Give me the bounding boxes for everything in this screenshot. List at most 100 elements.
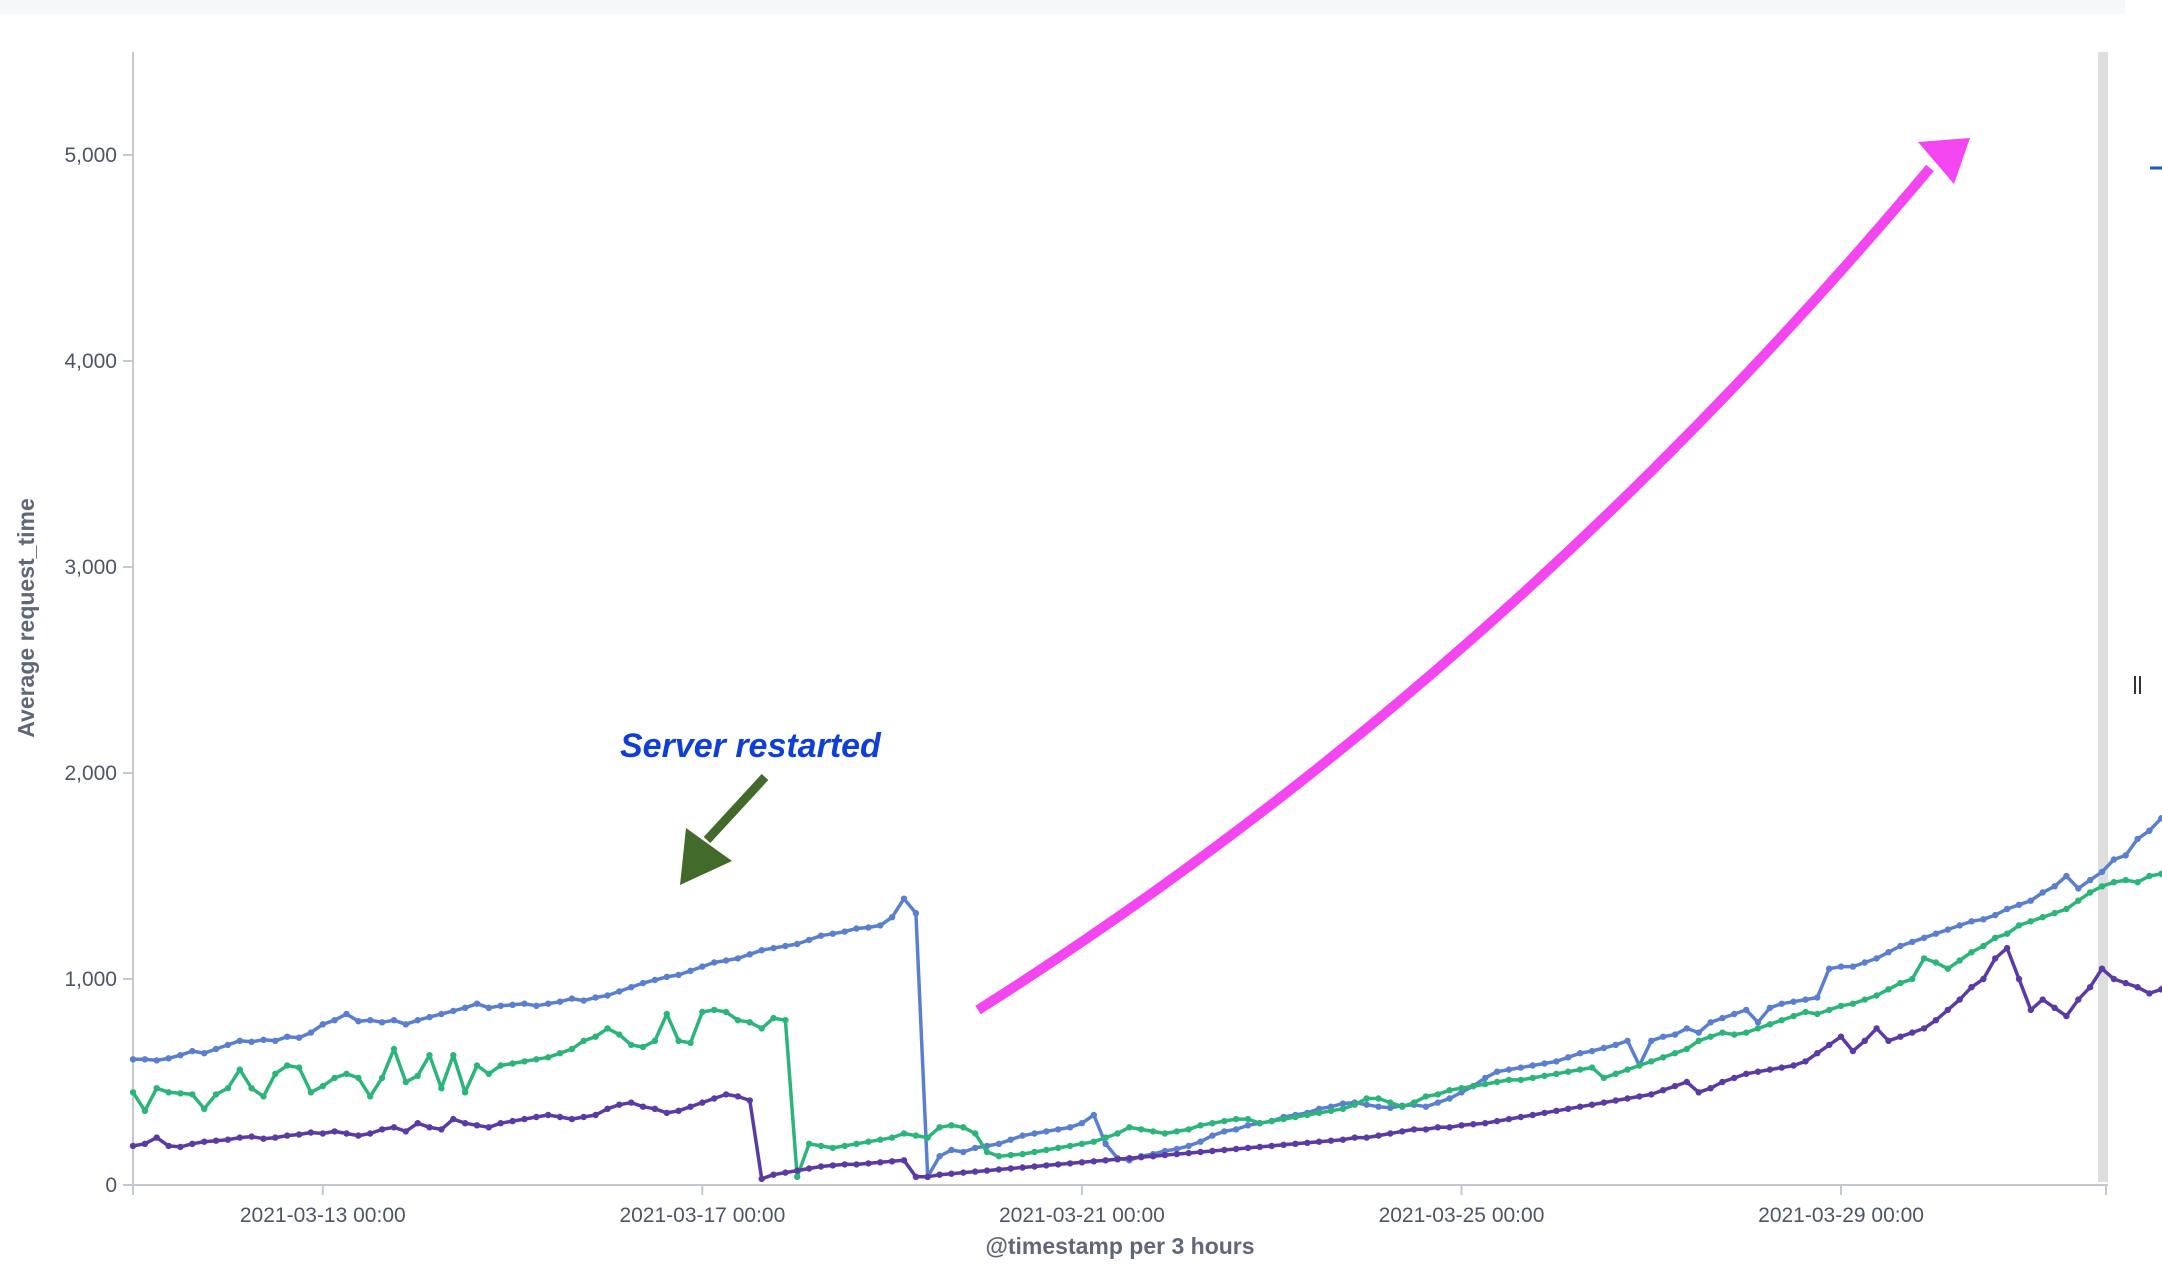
data-point[interactable] — [1766, 1004, 1774, 1011]
data-point[interactable] — [960, 1124, 967, 1131]
data-point[interactable] — [651, 976, 659, 984]
data-point[interactable] — [2122, 979, 2129, 987]
data-point[interactable] — [2063, 905, 2070, 913]
data-point[interactable] — [141, 1056, 149, 1063]
data-point[interactable] — [722, 957, 730, 964]
data-point[interactable] — [1826, 1006, 1833, 1014]
data-point[interactable] — [1588, 1064, 1596, 1071]
data-point[interactable] — [900, 1157, 908, 1164]
data-point[interactable] — [1422, 1093, 1430, 1100]
data-point[interactable] — [402, 1021, 409, 1028]
data-point[interactable] — [1482, 1120, 1489, 1127]
data-point[interactable] — [450, 1052, 457, 1059]
data-point[interactable] — [2122, 852, 2129, 859]
data-point[interactable] — [1683, 1078, 1691, 1086]
data-point[interactable] — [1517, 1076, 1525, 1084]
data-point[interactable] — [1351, 1134, 1358, 1141]
data-point[interactable] — [2134, 835, 2141, 843]
data-point[interactable] — [450, 1007, 457, 1015]
data-point[interactable] — [1541, 1060, 1548, 1067]
data-point[interactable] — [746, 951, 753, 958]
data-point[interactable] — [1434, 1091, 1442, 1098]
data-point[interactable] — [1399, 1103, 1406, 1110]
data-point[interactable] — [295, 1034, 303, 1041]
data-point[interactable] — [2027, 1006, 2035, 1014]
data-point[interactable] — [212, 1137, 220, 1144]
data-point[interactable] — [367, 1130, 374, 1137]
data-point[interactable] — [1565, 1054, 1572, 1061]
data-point[interactable] — [1268, 1142, 1275, 1150]
data-point[interactable] — [1790, 1012, 1797, 1020]
data-point[interactable] — [307, 1029, 315, 1036]
data-point[interactable] — [877, 1159, 884, 1166]
data-point[interactable] — [2158, 986, 2162, 993]
data-point[interactable] — [1837, 1033, 1845, 1040]
data-point[interactable] — [1517, 1113, 1525, 1121]
data-point[interactable] — [509, 1117, 516, 1125]
data-point[interactable] — [699, 1008, 706, 1016]
data-point[interactable] — [1470, 1121, 1477, 1128]
data-point[interactable] — [2039, 914, 2046, 921]
data-point[interactable] — [1422, 1103, 1430, 1110]
data-point[interactable] — [865, 1160, 872, 1167]
data-point[interactable] — [983, 1148, 991, 1156]
data-point[interactable] — [1244, 1115, 1252, 1123]
data-point[interactable] — [936, 1153, 943, 1160]
data-point[interactable] — [1695, 1029, 1702, 1036]
data-point[interactable] — [212, 1091, 220, 1098]
data-point[interactable] — [1695, 1089, 1702, 1096]
data-point[interactable] — [900, 1130, 908, 1137]
data-point[interactable] — [1493, 1117, 1501, 1125]
data-point[interactable] — [367, 1017, 374, 1024]
data-point[interactable] — [177, 1090, 184, 1097]
data-point[interactable] — [805, 936, 813, 944]
data-point[interactable] — [770, 1171, 777, 1178]
data-point[interactable] — [545, 1000, 552, 1007]
data-point[interactable] — [438, 1085, 445, 1092]
data-point[interactable] — [141, 1107, 149, 1115]
data-point[interactable] — [284, 1062, 291, 1069]
data-point[interactable] — [2003, 930, 2011, 937]
data-point[interactable] — [853, 1161, 860, 1168]
data-point[interactable] — [2146, 990, 2153, 997]
data-point[interactable] — [687, 967, 694, 974]
data-point[interactable] — [1612, 1041, 1619, 1049]
data-point[interactable] — [1659, 1054, 1667, 1061]
data-point[interactable] — [1731, 1010, 1738, 1018]
data-point[interactable] — [473, 1062, 481, 1069]
data-point[interactable] — [888, 1158, 896, 1165]
data-point[interactable] — [414, 1072, 421, 1080]
data-point[interactable] — [1707, 1033, 1714, 1040]
data-point[interactable] — [1920, 955, 1928, 962]
data-point[interactable] — [1304, 1139, 1311, 1147]
data-point[interactable] — [770, 944, 777, 952]
data-point[interactable] — [1873, 955, 1880, 962]
data-point[interactable] — [1802, 1008, 1809, 1016]
data-point[interactable] — [1185, 1149, 1192, 1157]
data-point[interactable] — [639, 979, 647, 987]
data-point[interactable] — [651, 1037, 659, 1045]
data-point[interactable] — [1873, 992, 1880, 999]
data-point[interactable] — [1173, 1128, 1181, 1135]
data-point[interactable] — [1814, 994, 1821, 1001]
data-point[interactable] — [900, 895, 908, 902]
data-point[interactable] — [331, 1128, 338, 1135]
data-point[interactable] — [1790, 998, 1797, 1005]
data-point[interactable] — [2027, 897, 2035, 904]
data-point[interactable] — [1387, 1099, 1394, 1106]
data-point[interactable] — [1529, 1111, 1536, 1119]
data-point[interactable] — [1078, 1140, 1086, 1148]
data-point[interactable] — [260, 1093, 267, 1100]
data-point[interactable] — [580, 1113, 587, 1121]
data-point[interactable] — [2063, 872, 2070, 880]
data-point[interactable] — [414, 1017, 421, 1024]
data-point[interactable] — [1031, 1163, 1038, 1170]
data-point[interactable] — [1968, 918, 1975, 925]
data-point[interactable] — [1754, 1068, 1762, 1075]
data-point[interactable] — [1944, 1006, 1952, 1014]
data-point[interactable] — [888, 1134, 896, 1141]
data-point[interactable] — [936, 1124, 943, 1131]
data-point[interactable] — [1090, 1158, 1098, 1165]
data-point[interactable] — [604, 1105, 611, 1113]
data-point[interactable] — [758, 1025, 765, 1032]
